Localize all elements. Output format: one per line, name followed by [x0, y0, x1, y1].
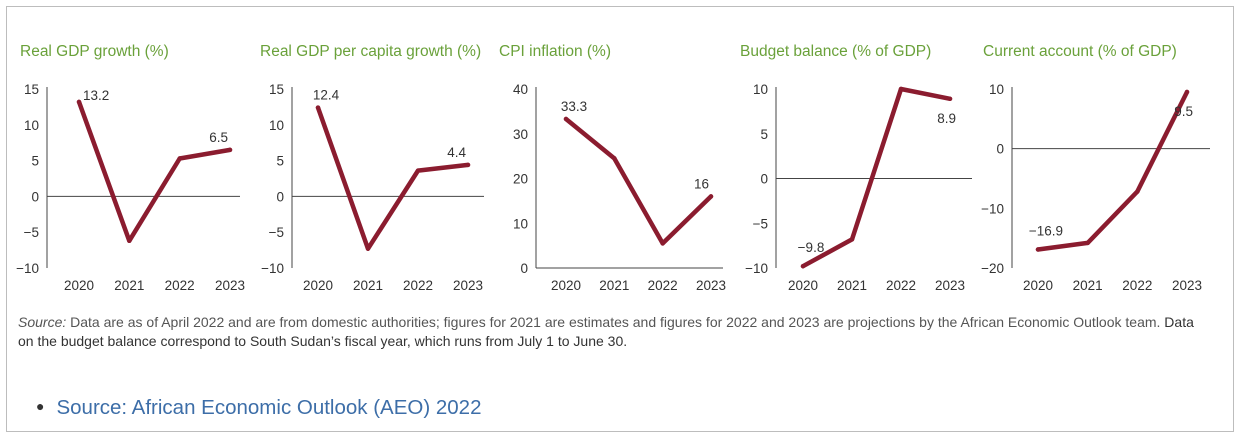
chart-3-data-point [612, 156, 617, 161]
chart-5-y-tick-label: −20 [981, 261, 1004, 276]
figure-frame [6, 6, 1234, 432]
chart-4-data-point [947, 96, 953, 102]
chart-2-y-tick-label: 5 [276, 154, 284, 169]
chart-2-data-point [315, 105, 321, 110]
chart-2-y-tick-label: −10 [261, 261, 284, 276]
chart-3-data-point [563, 116, 569, 122]
chart-1-x-tick-label: 2022 [165, 278, 195, 293]
chart-5-x-tick-label: 2023 [1172, 278, 1202, 293]
charts-panel: Real GDP growth (%) −10 −5 0 5 10 15 2020 2021 20… [16, 43, 1210, 293]
chart-3-x-tick-label: 2022 [648, 278, 678, 293]
chart-1-data-point [177, 156, 182, 161]
chart-2-x-tick-label: 2023 [453, 278, 483, 293]
chart-5-title: Current account (% of GDP) [983, 43, 1177, 60]
chart-2-x-tick-label: 2021 [353, 278, 383, 293]
chart-3-series-line [563, 116, 714, 246]
chart-2-title: Real GDP per capita growth (%) [260, 43, 481, 60]
chart-5-data-label: 9.5 [1174, 104, 1193, 119]
chart-3-y-tick-label: 20 [513, 172, 528, 187]
chart-5-y-tick-label: 0 [996, 142, 1004, 157]
chart-4-data-point [849, 237, 855, 242]
chart-4-y-tick-label: 10 [753, 82, 768, 97]
chart-3-data-label: 16 [694, 176, 709, 191]
chart-5-x-tick-label: 2022 [1122, 278, 1152, 293]
chart-2-x-tick-label: 2020 [303, 278, 333, 293]
chart-1-data-label: 6.5 [209, 130, 228, 145]
chart-4-y-tick-label: 0 [760, 172, 768, 187]
chart-1-x-tick-label: 2023 [215, 278, 245, 293]
chart-5-data-point [1135, 189, 1140, 194]
chart-5-data-point [1035, 247, 1041, 252]
chart-4-y-tick-label: −10 [745, 261, 768, 276]
source-link-item: ● Source: African Economic Outlook (AEO) … [36, 396, 481, 420]
chart-2-data-label: 12.4 [313, 88, 340, 103]
chart-1-x-tick-label: 2020 [64, 278, 94, 293]
chart-3-title: CPI inflation (%) [499, 43, 611, 60]
chart-1-y-tick-label: 5 [31, 154, 39, 169]
chart-2-y-tick-label: 10 [269, 118, 284, 133]
source-note: Source: Data are as of April 2022 and ar… [18, 313, 1208, 351]
chart-1-x-tick-label: 2021 [114, 278, 144, 293]
chart-2-y-tick-label: 0 [276, 189, 284, 204]
chart-1-data-point [127, 238, 132, 243]
chart-2-data-point [365, 246, 371, 251]
chart-2-y-tick-label: 15 [269, 82, 284, 97]
chart-4-data-point [898, 86, 904, 92]
chart-5-x-tick-label: 2021 [1073, 278, 1103, 293]
chart-1-y-tick-label: 0 [31, 189, 39, 204]
chart-2-series-line [315, 105, 471, 251]
chart-2-x-tick-label: 2022 [403, 278, 433, 293]
chart-1-series-line [76, 99, 233, 244]
source-note-label: Source: [18, 314, 67, 330]
chart-4-data-label: −9.8 [798, 240, 825, 255]
source-link[interactable]: Source: African Economic Outlook (AEO) 2… [56, 396, 482, 419]
chart-3-x-tick-label: 2023 [696, 278, 726, 293]
chart-1-y-tick-label: −5 [24, 225, 39, 240]
chart-5-x-tick-label: 2020 [1023, 278, 1053, 293]
source-note-text: Data are as of April 2022 and are from d… [66, 314, 1161, 330]
chart-4-data-point [800, 264, 806, 269]
chart-5-data-point [1085, 240, 1090, 246]
chart-4-title: Budget balance (% of GDP) [740, 43, 931, 60]
chart-2-data-point [415, 168, 421, 173]
chart-3-data-point [708, 194, 714, 199]
chart-2-data-point [465, 162, 471, 168]
chart-3-data-label: 33.3 [561, 99, 587, 114]
chart-4-x-tick-label: 2020 [788, 278, 818, 293]
chart-4-y-tick-label: 5 [760, 127, 768, 142]
chart-1-y-tick-label: −10 [16, 261, 39, 276]
chart-3-x-tick-label: 2020 [551, 278, 581, 293]
chart-5-data-label: −16.9 [1029, 224, 1063, 239]
bullet-icon: ● [36, 398, 45, 414]
chart-5-series-line [1035, 89, 1190, 252]
chart-2-data-label: 4.4 [447, 145, 466, 160]
chart-4-x-tick-label: 2022 [886, 278, 916, 293]
chart-1-title: Real GDP growth (%) [20, 43, 169, 60]
chart-3-data-point [660, 241, 665, 246]
chart-3-y-tick-label: 40 [513, 82, 528, 97]
chart-1-data-point [76, 99, 82, 105]
source-note-budget-text: Data on the budget balance correspond to… [18, 314, 1194, 349]
chart-4-y-tick-label: −5 [753, 216, 768, 231]
chart-5-data-point [1184, 89, 1190, 95]
chart-1-y-tick-label: 10 [24, 118, 39, 133]
chart-4-x-tick-label: 2023 [935, 278, 965, 293]
chart-2-y-tick-label: −5 [269, 225, 284, 240]
chart-5-y-tick-label: 10 [989, 82, 1004, 97]
chart-5-y-tick-label: −10 [981, 201, 1004, 216]
chart-3-y-tick-label: 0 [520, 261, 528, 276]
chart-1-data-label: 13.2 [83, 88, 109, 103]
chart-1-y-tick-label: 15 [24, 82, 39, 97]
chart-4-data-label: 8.9 [937, 111, 956, 126]
chart-3-y-tick-label: 30 [513, 127, 528, 142]
chart-4-x-tick-label: 2021 [837, 278, 867, 293]
chart-1-data-point [227, 147, 233, 153]
chart-3-x-tick-label: 2021 [599, 278, 629, 293]
chart-4-series-line [800, 86, 953, 269]
chart-3-y-tick-label: 10 [513, 216, 528, 231]
